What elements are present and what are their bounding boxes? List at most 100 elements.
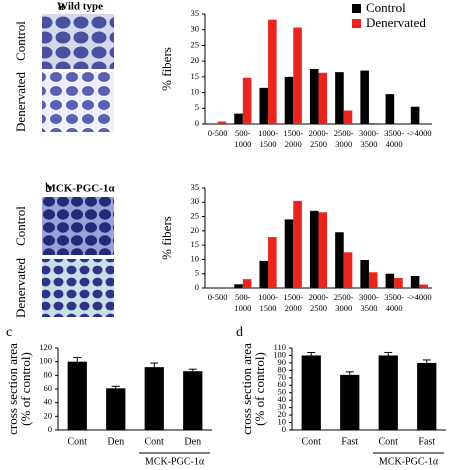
x-tick-label: 3000-: [359, 292, 379, 302]
panel-label: d: [236, 325, 243, 340]
y-tick-label: 20: [191, 225, 200, 235]
x-tick-label: 3500: [360, 139, 377, 149]
bar: [268, 19, 277, 124]
legend-swatch: [352, 19, 361, 28]
y-axis-label: cross section area: [239, 343, 254, 435]
x-tick-label: 500-: [235, 292, 251, 302]
panel-label: b: [45, 181, 52, 196]
x-tick-label: 3500-: [384, 292, 404, 302]
bar: [293, 200, 302, 288]
bar: [242, 77, 252, 124]
bar: [234, 284, 243, 288]
y-axis-label: (% of control): [252, 352, 267, 426]
y-axis-label: cross section area: [5, 343, 20, 435]
x-tick-label: ->4000: [407, 128, 432, 138]
legend-label: Denervated: [366, 15, 426, 30]
bar: [106, 388, 126, 430]
group-label: MCK-PGC-1α: [145, 456, 205, 467]
x-tick-label: 3500: [360, 303, 377, 313]
x-tick-label: 2000: [285, 303, 302, 313]
bar: [343, 252, 353, 288]
error-bar: [111, 385, 120, 389]
micrograph: [42, 72, 114, 132]
bar: [284, 76, 294, 124]
x-tick-label: 1000: [234, 303, 251, 313]
bar: [335, 72, 344, 124]
y-tick-label: 110: [274, 342, 286, 352]
bar: [144, 367, 164, 430]
bar: [417, 362, 437, 430]
y-tick-label: 10: [278, 416, 287, 426]
x-tick-label: Den: [184, 436, 201, 447]
x-tick-label: 2500: [310, 303, 327, 313]
x-tick-label: 2500-: [334, 128, 354, 138]
panel-label: c: [6, 325, 12, 340]
x-tick-label: 2000-: [309, 128, 329, 138]
error-bar: [307, 351, 316, 356]
y-tick-label: 25: [191, 39, 200, 49]
x-tick-label: 2000-: [309, 292, 329, 302]
legend-label: Control: [366, 0, 406, 15]
error-bar: [384, 351, 393, 356]
y-tick-label: 10: [191, 87, 200, 97]
legend-swatch: [352, 4, 361, 13]
bar: [234, 113, 243, 124]
bar: [301, 355, 321, 430]
image-title: Wild type: [57, 1, 103, 13]
y-tick-label: 20: [191, 55, 200, 65]
error-bar: [422, 359, 431, 363]
y-tick-label: 15: [191, 71, 200, 81]
x-tick-label: 3000-: [359, 128, 379, 138]
y-tick-label: 30: [191, 24, 200, 34]
bar: [385, 273, 395, 288]
y-tick-label: 5: [195, 102, 199, 112]
x-tick-label: 1500: [260, 139, 277, 149]
x-tick-label: 4000: [386, 139, 403, 149]
micrograph: [42, 14, 114, 69]
x-tick-label: 0-500: [208, 128, 228, 138]
x-tick-label: 500-: [235, 128, 251, 138]
y-tick-label: 5: [195, 268, 199, 278]
row-label: Denervated: [13, 72, 28, 132]
x-tick-label: 3000: [335, 303, 352, 313]
x-tick-label: 1000: [234, 139, 251, 149]
y-tick-label: 40: [278, 394, 287, 404]
x-tick-label: Cont: [68, 436, 88, 447]
y-tick-label: 90: [278, 357, 287, 367]
bar: [360, 70, 369, 124]
y-axis-label: (% of control): [18, 352, 33, 426]
x-tick-label: 2000: [285, 139, 302, 149]
row-label: Control: [13, 206, 28, 246]
y-tick-label: 60: [278, 379, 287, 389]
y-tick-label: 25: [191, 211, 200, 221]
x-tick-label: 4000: [386, 303, 403, 313]
x-tick-label: 3000: [335, 139, 352, 149]
bar: [360, 260, 369, 288]
y-tick-label: 120: [39, 342, 52, 352]
y-tick-label: 70: [278, 372, 287, 382]
bar: [284, 219, 294, 288]
y-tick-label: 100: [273, 349, 286, 359]
bar: [309, 69, 319, 124]
y-tick-label: 35: [191, 8, 200, 18]
x-tick-label: 1500-: [283, 292, 303, 302]
bar: [293, 27, 302, 125]
y-tick-label: 0: [195, 282, 199, 292]
y-tick-label: 30: [191, 196, 200, 206]
error-bar: [345, 371, 354, 375]
bar: [368, 123, 378, 124]
x-tick-label: 2500: [310, 139, 327, 149]
error-bar: [150, 362, 159, 368]
x-tick-label: 1500-: [283, 128, 303, 138]
bar: [385, 94, 395, 124]
error-bar: [188, 368, 197, 372]
y-tick-label: 15: [191, 239, 200, 249]
bar: [268, 237, 277, 288]
x-tick-label: 3500-: [384, 128, 404, 138]
y-tick-label: 10: [191, 253, 200, 263]
x-tick-label: Cont: [145, 436, 165, 447]
bar: [183, 371, 203, 430]
bar: [419, 284, 428, 288]
y-axis-label: % fibers: [159, 216, 174, 260]
bar: [410, 106, 420, 124]
